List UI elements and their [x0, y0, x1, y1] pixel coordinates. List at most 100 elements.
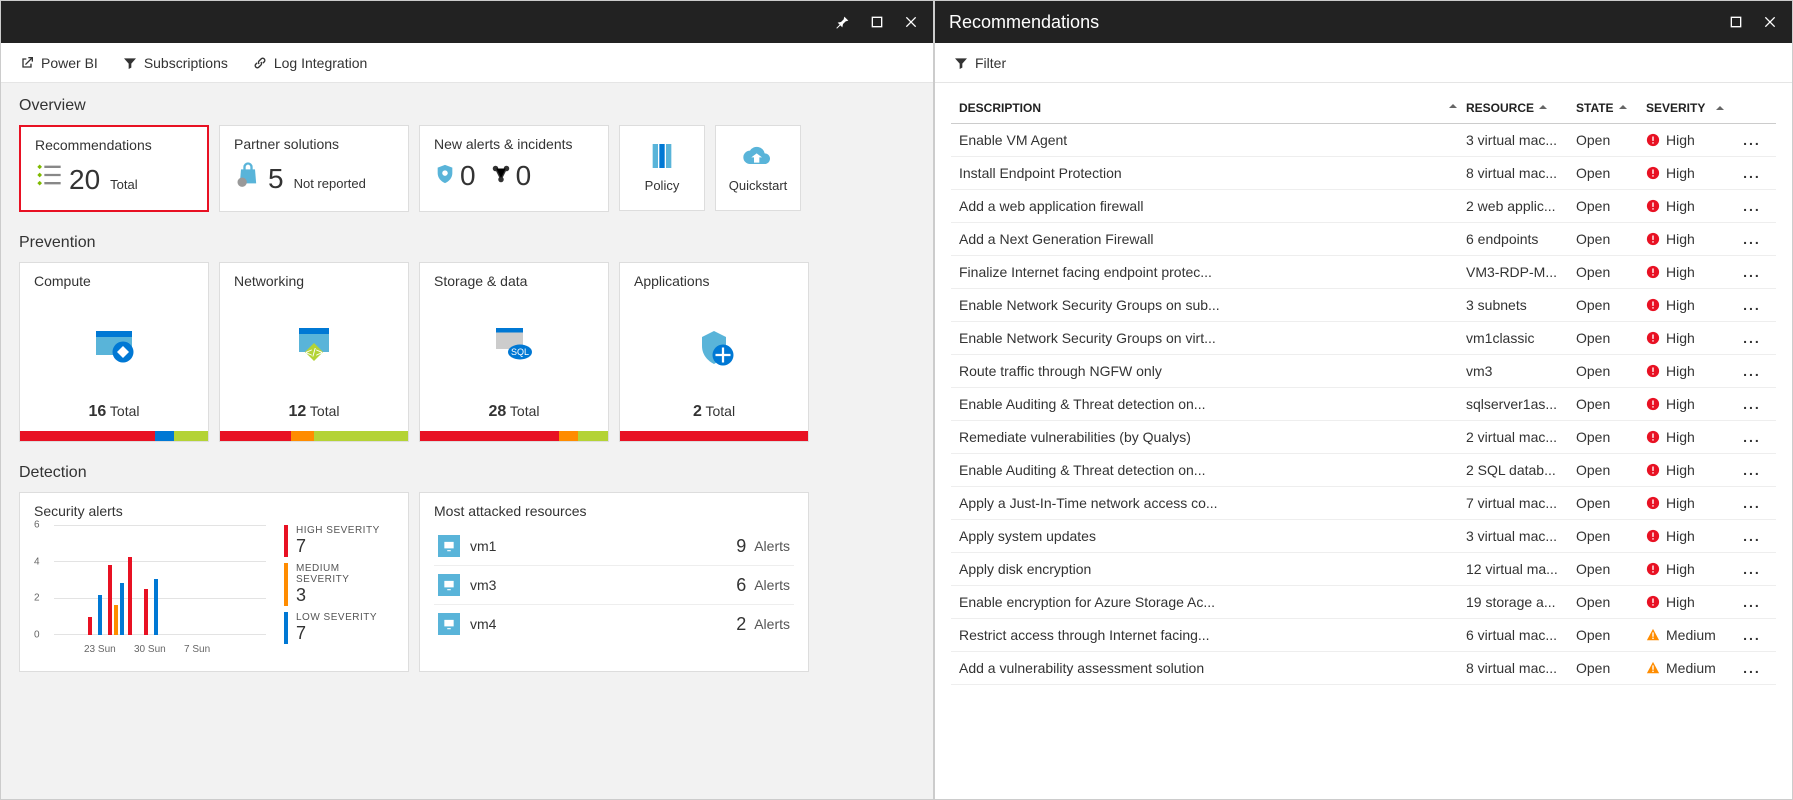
prevention-row: Compute 16 Total Networking </> 12 Total…	[19, 262, 915, 442]
col-severity[interactable]: SEVERITY	[1642, 101, 1732, 115]
close-icon[interactable]	[903, 14, 919, 30]
subscriptions-button[interactable]: Subscriptions	[122, 55, 228, 71]
left-toolbar: Power BI Subscriptions Log Integration	[1, 43, 933, 83]
detection-title: Detection	[19, 464, 915, 482]
recommendation-row[interactable]: Add a web application firewall 2 web app…	[951, 190, 1776, 223]
row-description: Enable Network Security Groups on sub...	[955, 297, 1462, 313]
row-actions[interactable]: ...	[1743, 231, 1761, 247]
error-icon	[1646, 331, 1660, 345]
recommendation-row[interactable]: Add a vulnerability assessment solution …	[951, 652, 1776, 685]
prev-icon: </>	[286, 322, 342, 370]
partner-card[interactable]: Partner solutions 5 Not reported	[219, 125, 409, 212]
row-description: Add a Next Generation Firewall	[955, 231, 1462, 247]
recommendation-row[interactable]: Install Endpoint Protection 8 virtual ma…	[951, 157, 1776, 190]
attacked-row[interactable]: vm3 6 Alerts	[434, 566, 794, 605]
prevention-title: Prevention	[19, 234, 915, 252]
right-toolbar: Filter	[935, 43, 1792, 83]
prevention-card-storage-data[interactable]: Storage & data SQL 28 Total	[419, 262, 609, 442]
recommendation-row[interactable]: Enable encryption for Azure Storage Ac..…	[951, 586, 1776, 619]
graph-icon	[490, 163, 512, 185]
recommendation-row[interactable]: Route traffic through NGFW only vm3 Open…	[951, 355, 1776, 388]
row-description: Add a vulnerability assessment solution	[955, 660, 1462, 676]
col-resource[interactable]: RESOURCE	[1462, 101, 1572, 115]
row-actions[interactable]: ...	[1743, 165, 1761, 181]
row-actions[interactable]: ...	[1743, 396, 1761, 412]
warning-icon	[1646, 628, 1660, 642]
recommendation-row[interactable]: Enable Network Security Groups on sub...…	[951, 289, 1776, 322]
recommendation-row[interactable]: Enable Network Security Groups on virt..…	[951, 322, 1776, 355]
alerts-label: Alerts	[754, 577, 790, 593]
error-icon	[1646, 463, 1660, 477]
row-actions[interactable]: ...	[1743, 627, 1761, 643]
error-icon	[1646, 529, 1660, 543]
security-alerts-card[interactable]: Security alerts 024623 Sun30 Sun7 Sun HI…	[19, 492, 409, 672]
row-actions[interactable]: ...	[1743, 561, 1761, 577]
recommendations-card[interactable]: Recommendations 20 Total	[19, 125, 209, 212]
row-resource: 12 virtual ma...	[1462, 561, 1572, 577]
row-resource: sqlserver1as...	[1462, 396, 1572, 412]
error-icon	[1646, 364, 1660, 378]
row-resource: 19 storage a...	[1462, 594, 1572, 610]
recommendation-row[interactable]: Apply disk encryption 12 virtual ma... O…	[951, 553, 1776, 586]
row-actions[interactable]: ...	[1743, 594, 1761, 610]
recommendation-row[interactable]: Enable Auditing & Threat detection on...…	[951, 388, 1776, 421]
most-attacked-card[interactable]: Most attacked resources vm1 9 Alerts vm3…	[419, 492, 809, 672]
recommendation-row[interactable]: Finalize Internet facing endpoint protec…	[951, 256, 1776, 289]
policy-label: Policy	[645, 178, 680, 193]
row-state: Open	[1572, 462, 1642, 478]
col-description[interactable]: DESCRIPTION	[955, 101, 1462, 115]
prev-bar	[420, 431, 608, 441]
prevention-card-applications[interactable]: Applications 2 Total	[619, 262, 809, 442]
attacked-row[interactable]: vm1 9 Alerts	[434, 527, 794, 566]
resource-name: vm4	[470, 616, 736, 632]
row-actions[interactable]: ...	[1743, 528, 1761, 544]
detection-row: Security alerts 024623 Sun30 Sun7 Sun HI…	[19, 492, 915, 672]
powerbi-button[interactable]: Power BI	[19, 55, 98, 71]
col-state[interactable]: STATE	[1572, 101, 1642, 115]
filter-label: Filter	[975, 55, 1006, 71]
prev-title: Applications	[634, 273, 794, 289]
alert-count: 2	[736, 614, 746, 635]
row-actions[interactable]: ...	[1743, 660, 1761, 676]
error-icon	[1646, 232, 1660, 246]
recommendation-row[interactable]: Add a Next Generation Firewall 6 endpoin…	[951, 223, 1776, 256]
row-severity: High	[1642, 462, 1732, 478]
legend-item: LOW SEVERITY7	[284, 612, 394, 644]
recommendation-row[interactable]: Apply system updates 3 virtual mac... Op…	[951, 520, 1776, 553]
row-actions[interactable]: ...	[1743, 495, 1761, 511]
attacked-row[interactable]: vm4 2 Alerts	[434, 605, 794, 643]
row-actions[interactable]: ...	[1743, 132, 1761, 148]
policy-tile[interactable]: Policy	[619, 125, 705, 211]
recommendation-row[interactable]: Restrict access through Internet facing.…	[951, 619, 1776, 652]
prevention-card-compute[interactable]: Compute 16 Total	[19, 262, 209, 442]
log-integration-button[interactable]: Log Integration	[252, 55, 367, 71]
recommendation-row[interactable]: Enable VM Agent 3 virtual mac... Open Hi…	[951, 124, 1776, 157]
maximize-icon[interactable]	[869, 14, 885, 30]
recommendation-row[interactable]: Remediate vulnerabilities (by Qualys) 2 …	[951, 421, 1776, 454]
row-actions[interactable]: ...	[1743, 198, 1761, 214]
quickstart-tile[interactable]: Quickstart	[715, 125, 801, 211]
maximize-icon[interactable]	[1728, 14, 1744, 30]
recommendation-row[interactable]: Apply a Just-In-Time network access co..…	[951, 487, 1776, 520]
row-actions[interactable]: ...	[1743, 429, 1761, 445]
powerbi-label: Power BI	[41, 55, 98, 71]
row-actions[interactable]: ...	[1743, 363, 1761, 379]
close-icon[interactable]	[1762, 14, 1778, 30]
filter-button[interactable]: Filter	[953, 55, 1006, 71]
alerts-incidents-card[interactable]: New alerts & incidents 0 0	[419, 125, 609, 212]
sort-icon	[1618, 102, 1628, 112]
partner-count: 5	[268, 163, 284, 195]
row-resource: 6 endpoints	[1462, 231, 1572, 247]
recommendation-row[interactable]: Enable Auditing & Threat detection on...…	[951, 454, 1776, 487]
row-severity: High	[1642, 231, 1732, 247]
pin-icon[interactable]	[835, 14, 851, 30]
policy-icon	[646, 140, 678, 172]
left-pane: Power BI Subscriptions Log Integration O…	[0, 0, 934, 800]
row-description: Enable Auditing & Threat detection on...	[955, 396, 1462, 412]
table-header: DESCRIPTION RESOURCE STATE SEVERITY	[951, 93, 1776, 124]
row-actions[interactable]: ...	[1743, 462, 1761, 478]
row-actions[interactable]: ...	[1743, 264, 1761, 280]
row-actions[interactable]: ...	[1743, 330, 1761, 346]
prevention-card-networking[interactable]: Networking </> 12 Total	[219, 262, 409, 442]
row-actions[interactable]: ...	[1743, 297, 1761, 313]
